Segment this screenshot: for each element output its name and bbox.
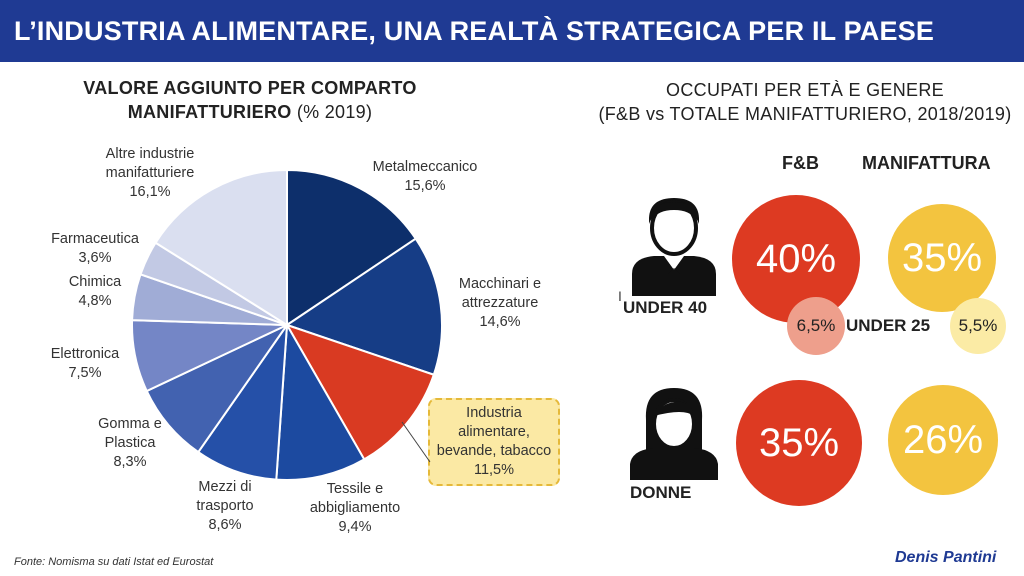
column-fb-header: F&B: [782, 153, 819, 173]
fb-donne-circle: 35%: [736, 380, 862, 506]
pie-slice-2: [284, 323, 436, 461]
label-mezzi-name1: Mezzi di: [198, 479, 252, 495]
pie-slice-9: [154, 168, 288, 327]
row-label-under40: UNDER 40: [623, 298, 708, 317]
fb-under25-value: 6,5%: [796, 316, 836, 335]
manif-under25-value: 5,5%: [958, 316, 998, 335]
label-altre-name2: manifatturiere: [105, 165, 195, 181]
label-tess-name1: Tessile e: [326, 481, 384, 497]
pie-title-line1: VALORE AGGIUNTO PER COMPARTO: [83, 78, 417, 98]
label-tessile: Tessile e abbigliamento 9,4%: [290, 480, 420, 537]
label-gomma: Gomma e Plastica 8,3%: [80, 415, 180, 472]
fb-under40-value: 40%: [755, 236, 837, 281]
woman-icon: [630, 388, 718, 480]
man-icon: [632, 198, 716, 296]
label-tess-value: 9,4%: [338, 519, 372, 535]
fb-donne-value: 35%: [758, 420, 840, 465]
manif-donne-circle: 26%: [888, 385, 998, 495]
manif-donne-value: 26%: [902, 417, 984, 462]
label-altre: Altre industrie manifatturiere 16,1%: [85, 145, 215, 202]
fb-under25-circle: 6,5%: [787, 297, 845, 355]
label-chim-value: 4,8%: [78, 293, 112, 309]
pie-chart-title: VALORE AGGIUNTO PER COMPARTO MANIFATTURI…: [30, 76, 470, 124]
employment-title-line1: OCCUPATI PER ETÀ E GENERE: [666, 80, 944, 100]
page-title: L’INDUSTRIA ALIMENTARE, UNA REALTÀ STRAT…: [14, 15, 935, 46]
label-farm-name: Farmaceutica: [51, 231, 139, 247]
label-macch-name2: attrezzature: [461, 295, 539, 311]
manif-under40-circle: 35%: [888, 204, 996, 312]
pie-slice-3: [275, 321, 366, 481]
label-chimica: Chimica 4,8%: [55, 273, 135, 311]
text-cursor-icon: I: [618, 288, 622, 304]
pie-slice-0: [286, 168, 418, 327]
label-farmaceutica: Farmaceutica 3,6%: [40, 230, 150, 268]
label-alimentare: Industria alimentare, bevande, tabacco 1…: [436, 405, 552, 478]
pie-chart: [131, 168, 443, 481]
label-gomma-name1: Gomma e: [98, 416, 162, 432]
manif-under25-circle: 5,5%: [950, 298, 1006, 354]
label-metal-name: Metalmeccanico: [372, 159, 478, 175]
title-bar: L’INDUSTRIA ALIMENTARE, UNA REALTÀ STRAT…: [0, 0, 1024, 62]
label-gomma-value: 8,3%: [113, 454, 147, 470]
label-macch-value: 14,6%: [479, 314, 521, 330]
label-metalmeccanico: Metalmeccanico 15,6%: [355, 158, 495, 196]
label-elet-value: 7,5%: [68, 365, 102, 381]
label-mezzi-value: 8,6%: [208, 517, 242, 533]
label-macch-name1: Macchinari e: [458, 276, 542, 292]
label-mezzi-name2: trasporto: [196, 498, 254, 514]
label-chim-name: Chimica: [68, 274, 122, 290]
fb-under40-circle: 40%: [732, 195, 860, 323]
pie-slice-1: [284, 237, 443, 377]
label-altre-name1: Altre industrie: [105, 146, 195, 162]
pie-title-line2: MANIFATTURIERO: [127, 102, 292, 122]
author-name: Denis Pantini: [895, 549, 997, 566]
label-altre-value: 16,1%: [129, 184, 171, 200]
label-tess-name2: abbigliamento: [309, 500, 401, 516]
callout-industria-alimentare: Industria alimentare, bevande, tabacco 1…: [428, 398, 560, 486]
pie-slice-4: [196, 321, 289, 481]
label-mezzi: Mezzi di trasporto 8,6%: [175, 478, 275, 535]
label-elet-name: Elettronica: [50, 346, 120, 362]
row-label-under25: UNDER 25: [846, 316, 931, 335]
label-gomma-name2: Plastica: [104, 435, 156, 451]
label-farm-value: 3,6%: [78, 250, 112, 266]
label-elettronica: Elettronica 7,5%: [35, 345, 135, 383]
column-manifattura-header: MANIFATTURA: [862, 153, 991, 173]
source-note: Fonte: Nomisma su dati Istat ed Eurostat: [14, 556, 214, 568]
callout-leader-line: [401, 421, 431, 463]
pie-title-suffix: (% 2019): [291, 102, 373, 122]
employment-title-line2: (F&B vs TOTALE MANIFATTURIERO, 2018/2019…: [598, 104, 1012, 124]
manif-under40-value: 35%: [901, 235, 983, 280]
employment-title: OCCUPATI PER ETÀ E GENERE (F&B vs TOTALE…: [585, 78, 1024, 126]
row-label-donne: DONNE: [630, 483, 692, 502]
label-macchinari: Macchinari e attrezzature 14,6%: [440, 275, 560, 332]
label-metal-value: 15,6%: [404, 178, 446, 194]
